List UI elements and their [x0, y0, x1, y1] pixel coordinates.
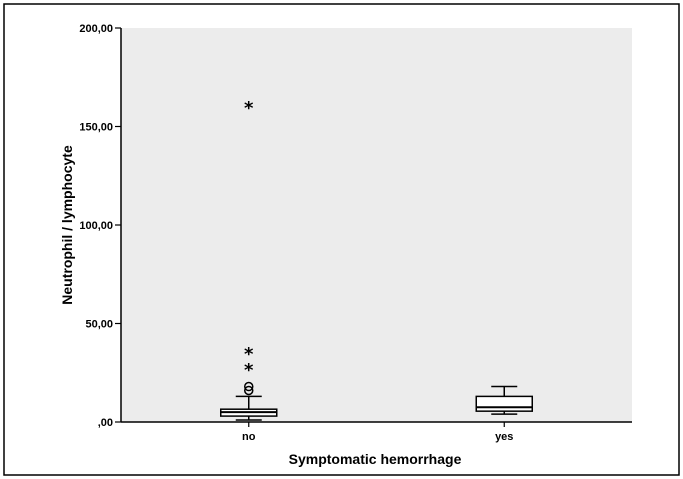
- figure-border: [3, 3, 680, 476]
- y-tick-label: 150,00: [79, 122, 113, 134]
- y-tick-label: 100,00: [79, 220, 113, 232]
- plot-area: [121, 28, 632, 422]
- outlier-circle: [244, 381, 254, 392]
- y-tick-label: ,00: [98, 417, 113, 429]
- extreme-star: *: [244, 98, 254, 119]
- outlier-marks: ***: [244, 98, 254, 396]
- y-tick-label: 200,00: [79, 23, 113, 35]
- y-axis-title: Neutrophil / lymphocyte: [59, 145, 75, 305]
- y-tick-label: 50,00: [85, 319, 113, 331]
- y-axis-ticks: ,00 50,00 100,00 150,00 200,00: [79, 23, 121, 429]
- outlier-circle: [244, 385, 254, 396]
- box-yes: [475, 385, 533, 415]
- extreme-star: *: [244, 344, 254, 365]
- category-label-yes: yes: [495, 431, 513, 443]
- iqr-box: [475, 395, 533, 412]
- extreme-star: *: [244, 360, 254, 381]
- x-axis-category-labels: no yes: [242, 422, 513, 443]
- box-no: [220, 395, 278, 421]
- boxplot-series: [220, 385, 533, 421]
- x-axis-title: Symptomatic hemorrhage: [289, 451, 462, 467]
- category-label-no: no: [242, 431, 256, 443]
